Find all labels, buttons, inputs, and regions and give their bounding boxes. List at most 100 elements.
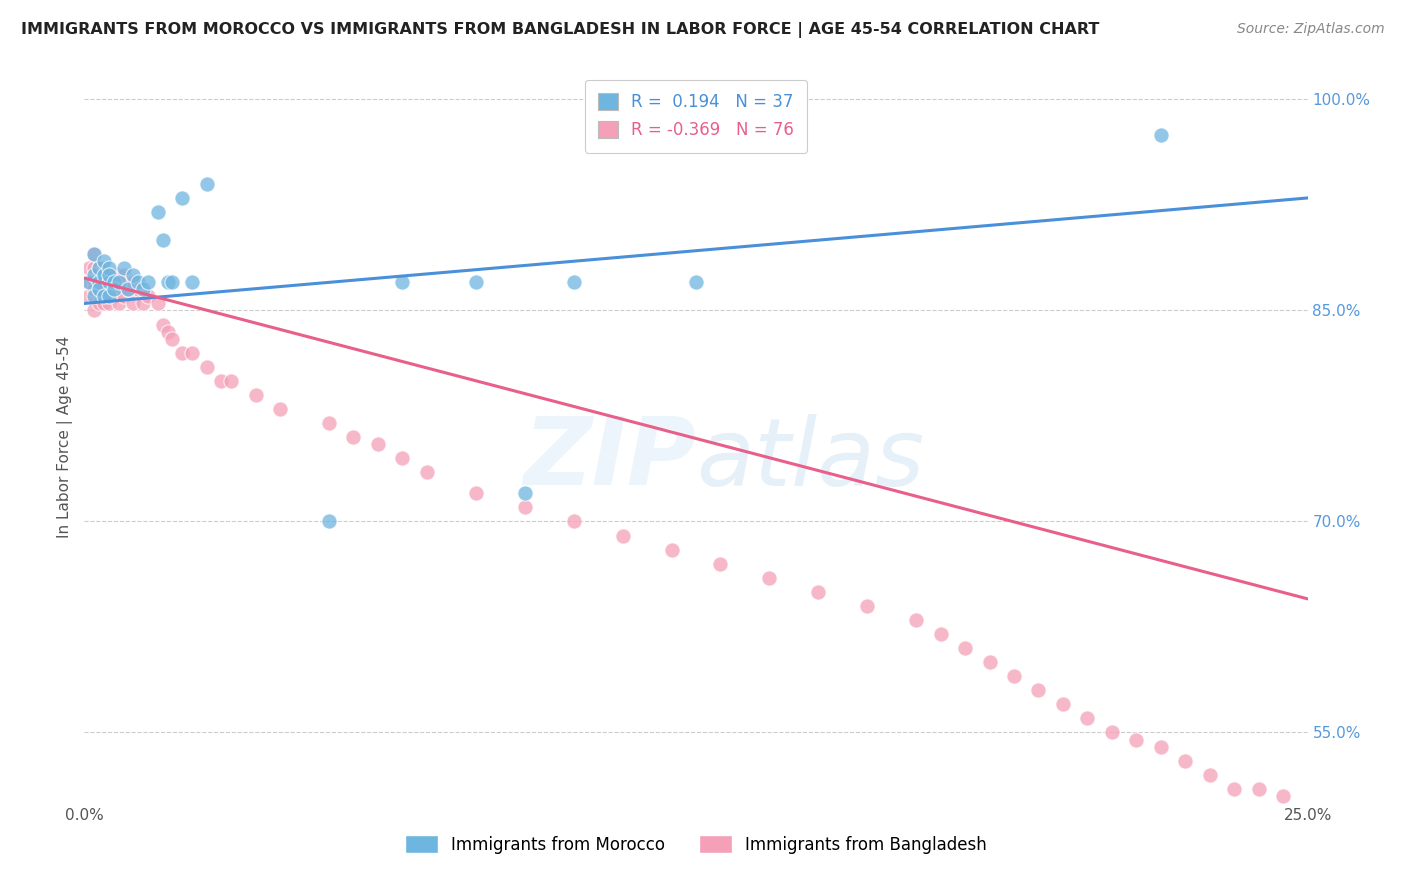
Point bbox=[464, 486, 486, 500]
Point bbox=[103, 276, 125, 290]
Point bbox=[1223, 781, 1246, 796]
Point bbox=[612, 528, 634, 542]
Point bbox=[83, 303, 105, 318]
Point bbox=[416, 465, 439, 479]
Point bbox=[856, 599, 879, 613]
Point bbox=[513, 486, 536, 500]
Point bbox=[122, 268, 145, 283]
Point bbox=[112, 261, 135, 276]
Text: atlas: atlas bbox=[696, 414, 924, 505]
Point bbox=[107, 268, 129, 283]
Point bbox=[87, 296, 110, 310]
Point bbox=[156, 276, 179, 290]
Point bbox=[1076, 711, 1098, 725]
Point bbox=[1028, 683, 1050, 698]
Point bbox=[905, 613, 928, 627]
Point bbox=[391, 451, 413, 466]
Point bbox=[97, 289, 120, 303]
Point bbox=[77, 276, 100, 290]
Point bbox=[172, 191, 194, 205]
Point bbox=[117, 282, 139, 296]
Point bbox=[464, 276, 486, 290]
Point bbox=[97, 268, 120, 283]
Point bbox=[136, 289, 159, 303]
Point bbox=[87, 276, 110, 290]
Point bbox=[929, 627, 952, 641]
Point bbox=[1198, 767, 1220, 781]
Point bbox=[1272, 789, 1295, 803]
Point bbox=[93, 261, 115, 276]
Point bbox=[1247, 781, 1270, 796]
Point bbox=[219, 374, 242, 388]
Point bbox=[103, 276, 125, 290]
Point bbox=[97, 289, 120, 303]
Point bbox=[136, 276, 159, 290]
Point bbox=[87, 261, 110, 276]
Point bbox=[758, 571, 780, 585]
Point bbox=[77, 276, 100, 290]
Point bbox=[195, 359, 218, 374]
Point bbox=[181, 276, 204, 290]
Point bbox=[77, 261, 100, 276]
Point bbox=[83, 247, 105, 261]
Point bbox=[562, 276, 585, 290]
Point bbox=[103, 289, 125, 303]
Point bbox=[367, 437, 389, 451]
Point bbox=[83, 268, 105, 283]
Point bbox=[1101, 725, 1123, 739]
Point bbox=[127, 282, 149, 296]
Point bbox=[1125, 732, 1147, 747]
Point bbox=[107, 276, 129, 290]
Point bbox=[87, 268, 110, 283]
Point bbox=[93, 296, 115, 310]
Point bbox=[1150, 739, 1173, 754]
Y-axis label: In Labor Force | Age 45-54: In Labor Force | Age 45-54 bbox=[58, 336, 73, 538]
Point bbox=[209, 374, 232, 388]
Text: IMMIGRANTS FROM MOROCCO VS IMMIGRANTS FROM BANGLADESH IN LABOR FORCE | AGE 45-54: IMMIGRANTS FROM MOROCCO VS IMMIGRANTS FR… bbox=[21, 22, 1099, 38]
Point bbox=[807, 584, 830, 599]
Point bbox=[83, 282, 105, 296]
Point bbox=[77, 289, 100, 303]
Point bbox=[1002, 669, 1025, 683]
Point bbox=[709, 557, 731, 571]
Point bbox=[117, 282, 139, 296]
Point bbox=[146, 205, 169, 219]
Point bbox=[685, 276, 707, 290]
Point bbox=[97, 296, 120, 310]
Point bbox=[93, 282, 115, 296]
Point bbox=[112, 268, 135, 283]
Point bbox=[661, 542, 683, 557]
Point bbox=[93, 254, 115, 268]
Point bbox=[162, 332, 184, 346]
Point bbox=[1174, 754, 1197, 768]
Point bbox=[132, 296, 155, 310]
Point bbox=[152, 318, 174, 332]
Text: ZIP: ZIP bbox=[523, 413, 696, 505]
Point bbox=[342, 430, 364, 444]
Point bbox=[103, 282, 125, 296]
Point bbox=[107, 282, 129, 296]
Point bbox=[318, 515, 340, 529]
Point bbox=[245, 388, 267, 402]
Point bbox=[513, 500, 536, 515]
Point bbox=[87, 276, 110, 290]
Point bbox=[87, 261, 110, 276]
Point bbox=[318, 416, 340, 430]
Point bbox=[181, 345, 204, 359]
Point bbox=[83, 247, 105, 261]
Point bbox=[979, 655, 1001, 669]
Point bbox=[87, 282, 110, 296]
Point bbox=[1150, 128, 1173, 142]
Point bbox=[122, 276, 145, 290]
Point bbox=[83, 289, 105, 303]
Point bbox=[132, 282, 155, 296]
Point bbox=[152, 233, 174, 247]
Text: Source: ZipAtlas.com: Source: ZipAtlas.com bbox=[1237, 22, 1385, 37]
Point bbox=[156, 325, 179, 339]
Point bbox=[93, 268, 115, 283]
Point bbox=[122, 296, 145, 310]
Point bbox=[1052, 698, 1074, 712]
Point bbox=[269, 401, 291, 416]
Point bbox=[562, 515, 585, 529]
Point bbox=[97, 276, 120, 290]
